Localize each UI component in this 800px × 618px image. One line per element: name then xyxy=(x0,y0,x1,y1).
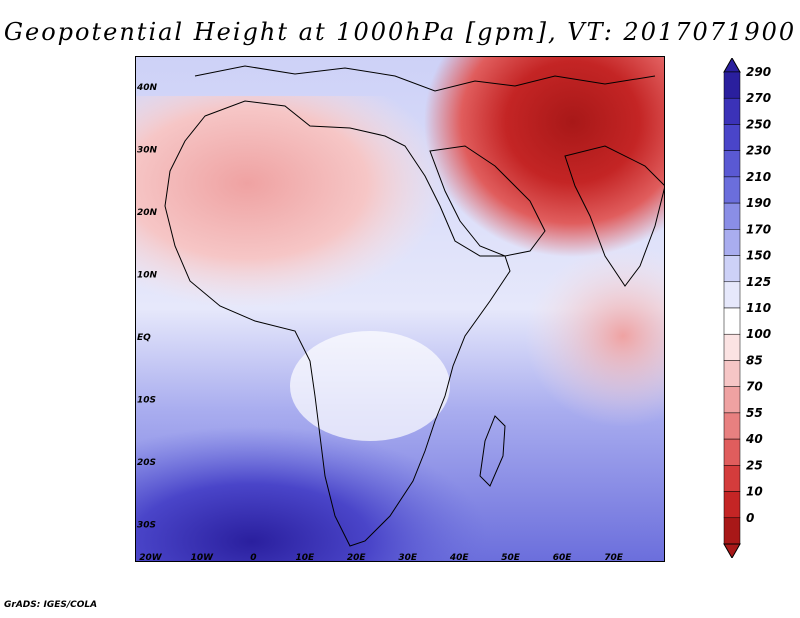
lat-tick-label: 20S xyxy=(137,458,156,468)
lat-tick-label: 30S xyxy=(137,521,156,531)
arabia-outline xyxy=(429,145,546,257)
colorbar-swatch xyxy=(723,360,741,387)
map-frame xyxy=(135,56,665,562)
madagascar-outline xyxy=(479,415,506,487)
lon-tick-label: 10E xyxy=(295,553,315,562)
colorbar-swatch xyxy=(723,438,741,466)
colorbar-level-label: 150 xyxy=(746,249,771,263)
colorbar-level-label: 100 xyxy=(746,327,771,341)
lon-tick-label: 0 xyxy=(250,553,256,562)
colorbar-level-label: 70 xyxy=(746,380,763,394)
field-arabia-hot xyxy=(335,56,665,356)
lat-tick-label: 10S xyxy=(137,396,156,406)
colorbar-swatch xyxy=(723,386,741,414)
colorbar-swatch xyxy=(723,333,741,361)
colorbar-level-label: 210 xyxy=(746,170,771,184)
colorbar-swatch xyxy=(723,465,741,492)
colorbar-swatch xyxy=(723,491,741,519)
colorbar-level-label: 125 xyxy=(746,275,771,289)
colorbar-swatch xyxy=(723,150,741,178)
lon-tick-label: 40E xyxy=(449,553,470,562)
longitude-ticks: 20W 10W 0 10E 20E 30E 40E 50E 60E 70E xyxy=(139,553,624,562)
colorbar-level-label: 190 xyxy=(746,196,771,210)
colorbar-level-label: 10 xyxy=(746,485,763,499)
colorbar-level-label: 230 xyxy=(746,144,771,158)
colorbar-level-label: 170 xyxy=(746,222,771,236)
colorbar-level-label: 270 xyxy=(746,91,771,105)
colorbar-level-label: 55 xyxy=(746,406,763,420)
colorbar-swatch xyxy=(723,255,741,283)
europe-coast xyxy=(194,65,656,92)
latitude-ticks: 40N 30N 20N 10N EQ 10S 20S 30S xyxy=(136,83,158,530)
colorbar-level-label: 85 xyxy=(746,353,763,367)
colorbar-swatch xyxy=(723,71,741,99)
colorbar-swatch xyxy=(723,517,741,545)
colorbar-level-label: 25 xyxy=(746,458,763,472)
colorbar-swatch xyxy=(723,202,741,230)
lon-tick-label: 70E xyxy=(604,553,624,562)
credit-label: GrADS: IGES/COLA xyxy=(4,600,98,610)
colorbar-level-label: 250 xyxy=(746,117,771,131)
colorbar-swatch xyxy=(723,307,741,335)
lat-tick-label: 20N xyxy=(137,208,158,218)
colorbar-swatch xyxy=(723,124,741,151)
field-central-africa-white xyxy=(290,331,450,441)
lon-tick-label: 30E xyxy=(398,553,418,562)
lat-tick-label: 30N xyxy=(137,146,158,156)
colorbar-swatch xyxy=(723,229,741,256)
colorbar-level-label: 290 xyxy=(746,65,771,79)
chart-title: Geopotential Height at 1000hPa [gpm], VT… xyxy=(3,18,797,46)
lat-tick-label: 10N xyxy=(137,271,158,281)
colorbar-level-label: 0 xyxy=(746,511,754,525)
colorbar-swatch xyxy=(723,281,741,309)
colorbar-level-label: 40 xyxy=(745,432,763,446)
lat-tick-label: EQ xyxy=(137,333,151,343)
coastlines xyxy=(164,65,665,547)
lat-tick-label: 40N xyxy=(136,83,158,93)
lon-tick-label: 20E xyxy=(347,553,367,562)
colorbar-swatch xyxy=(723,176,741,204)
map-plot: 20W 10W 0 10E 20E 30E 40E 50E 60E 70E 40N 30N 20N 10… xyxy=(135,56,665,562)
colorbar-swatch xyxy=(723,97,741,125)
lon-tick-label: 50E xyxy=(501,553,521,562)
lon-tick-label: 10W xyxy=(191,553,215,562)
colorbar-bottom-arrow xyxy=(723,543,741,558)
lon-tick-label: 60E xyxy=(553,553,573,562)
colorbar-top-arrow xyxy=(723,58,741,73)
africa-outline xyxy=(164,100,511,547)
colorbar: 2902702502302101901701501251101008570554… xyxy=(723,58,771,558)
colorbar-swatch xyxy=(723,412,741,440)
colorbar-level-label: 110 xyxy=(746,301,771,315)
lon-tick-label: 20W xyxy=(139,553,163,562)
india-outline xyxy=(564,145,665,287)
